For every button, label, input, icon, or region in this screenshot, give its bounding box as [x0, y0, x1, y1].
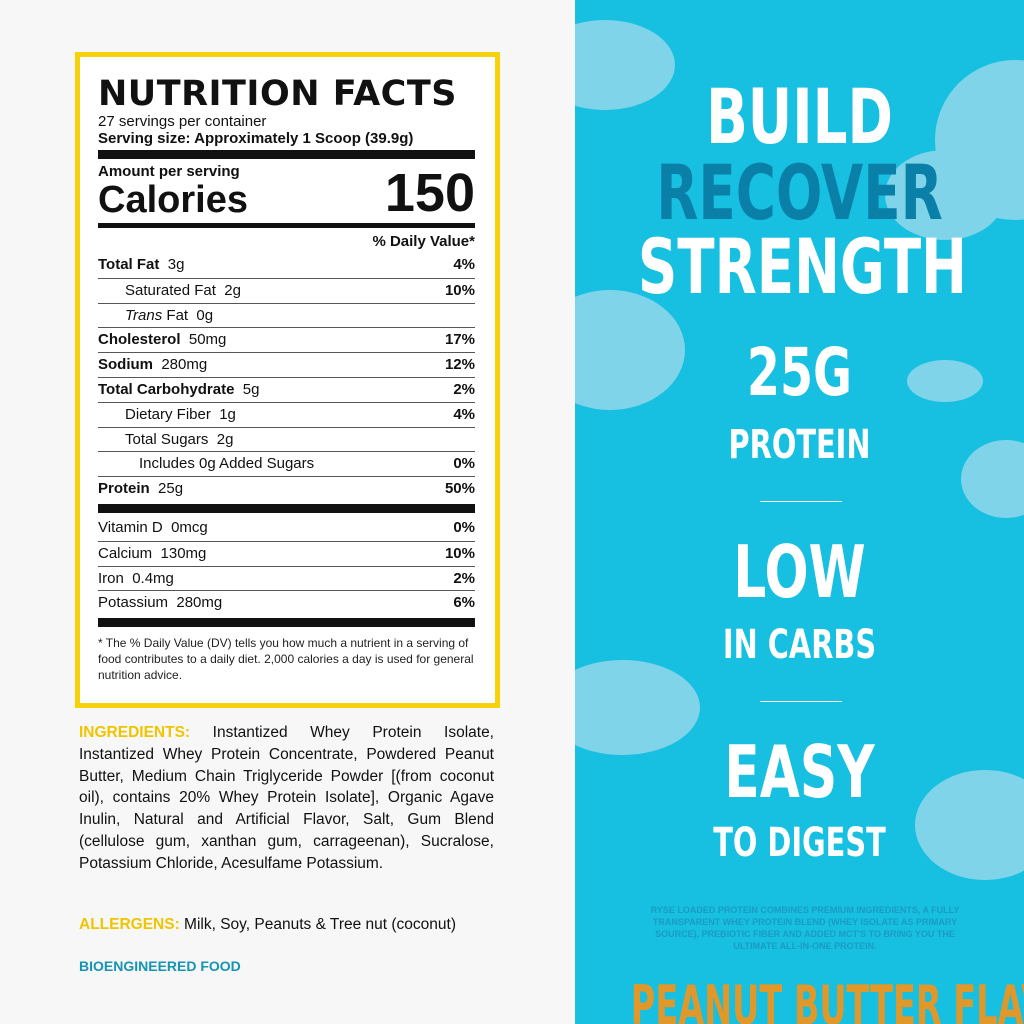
vitamin-row: Iron 0.4mg 2%: [98, 565, 475, 591]
nutrient-dv: 50%: [444, 480, 475, 498]
protein-label: PROTEIN: [728, 422, 871, 468]
product-blurb: RYSE LOADED PROTEIN COMBINES PREMIUM ING…: [650, 905, 960, 951]
low-label: LOW: [733, 530, 866, 614]
vitamin-dv: 10%: [444, 544, 475, 562]
vitamin-row: Vitamin D 0mcg 0%: [98, 516, 475, 541]
nutrient-row: Sodium 280mg 12%: [98, 352, 475, 377]
serving-size: Serving size: Approximately 1 Scoop (39.…: [98, 130, 414, 147]
nutrient-name: Total Fat: [98, 256, 160, 273]
vitamin-dv: 6%: [453, 594, 475, 612]
nutrient-amount: 280mg: [161, 356, 208, 374]
nutrient-amount: 50mg: [188, 331, 227, 349]
vitamin-name: Iron: [98, 569, 124, 587]
vitamin-name: Vitamin D: [98, 518, 163, 536]
nutrient-amount: 3g: [167, 256, 185, 273]
vitamin-dv: 0%: [453, 518, 475, 536]
nutrient-dv: 4%: [453, 256, 475, 273]
vitamin-name: Calcium: [98, 544, 153, 562]
divider: [98, 150, 475, 159]
promo-panel: BUILD RECOVER STRENGTH 25G PROTEIN LOW I…: [575, 0, 1024, 1024]
nutrient-row: Total Sugars 2g: [98, 426, 475, 452]
nutrient-name: Trans Fat: [125, 306, 189, 324]
nutrient-row: Dietary Fiber 1g 4%: [98, 401, 475, 427]
allergens: ALLERGENS: Milk, Soy, Peanuts & Tree nut…: [79, 916, 456, 934]
nutrient-row: Cholesterol 50mg 17%: [98, 327, 475, 352]
nutrient-dv: 2%: [453, 380, 475, 398]
nutrient-dv: 0%: [453, 455, 475, 473]
nutrient-amount: 2g: [224, 281, 241, 299]
divider: [760, 701, 842, 702]
allergens-label: ALLERGENS:: [79, 916, 180, 933]
cloud-icon: [885, 150, 1005, 240]
servings: 27 servings per container: [98, 113, 267, 130]
nutrient-name: Sodium: [98, 356, 153, 374]
nutrient-row: Saturated Fat 2g 10%: [98, 277, 475, 303]
nutrient-name: Dietary Fiber: [125, 405, 211, 423]
dv-header: % Daily Value*: [372, 233, 475, 250]
label-title: NUTRITION FACTS: [98, 74, 457, 114]
vitamin-dv: 2%: [453, 569, 475, 587]
nutrition-panel: NUTRITION FACTS 27 servings per containe…: [75, 52, 500, 974]
nutrient-row: Includes 0g Added Sugars 0%: [98, 451, 475, 476]
nutrient-name: Cholesterol: [98, 331, 181, 349]
cloud-icon: [961, 440, 1024, 518]
headline-strength: STRENGTH: [637, 222, 967, 311]
nutrient-row: Total Carbohydrate 5g 2%: [98, 376, 475, 402]
nutrient-name: Protein: [98, 480, 150, 498]
nutrient-dv: 4%: [453, 405, 475, 423]
divider: [98, 618, 475, 628]
ingredients-text: Instantized Whey Protein Isolate, Instan…: [79, 724, 494, 872]
nutrient-dv: 17%: [444, 331, 475, 349]
nutrient-name: Saturated Fat: [125, 281, 216, 299]
cloud-icon: [907, 360, 983, 402]
easy-label: EASY: [724, 730, 875, 814]
bioengineered-notice: BIOENGINEERED FOOD: [79, 958, 241, 974]
calories-label: Calories: [98, 179, 248, 221]
calories-block: Amount per serving Calories 150: [98, 162, 475, 220]
headline-recover: RECOVER: [656, 148, 943, 237]
vitamin-name: Potassium: [98, 594, 169, 612]
nutrient-name: Total Sugars: [125, 430, 209, 448]
flavor-name: PEANUT BUTTER FLAVOR: [630, 974, 1024, 1024]
digest-label: TO DIGEST: [713, 820, 886, 866]
nutrient-amount: 1g: [219, 405, 236, 423]
nutrient-dv: 12%: [444, 356, 475, 374]
vitamin-amount: 0mcg: [171, 518, 208, 536]
nutrition-facts-label: NUTRITION FACTS 27 servings per containe…: [75, 52, 500, 708]
nutrient-name: Includes 0g Added Sugars: [139, 455, 315, 473]
cloud-icon: [575, 660, 700, 755]
cloud-icon: [915, 770, 1024, 880]
vitamin-row: Calcium 130mg 10%: [98, 540, 475, 566]
vitamin-amount: 280mg: [176, 594, 223, 612]
vitamin-row: Potassium 280mg 6%: [98, 590, 475, 615]
ingredients: INGREDIENTS: Instantized Whey Protein Is…: [79, 722, 494, 875]
nutrient-dv: 10%: [444, 281, 475, 299]
allergens-text: Milk, Soy, Peanuts & Tree nut (coconut): [179, 916, 457, 933]
nutrient-amount: 0g: [196, 306, 214, 324]
nutrient-amount: 25g: [158, 480, 184, 498]
vitamin-amount: 0.4mg: [132, 569, 174, 587]
divider: [760, 501, 842, 502]
nutrient-row: Protein 25g 50%: [98, 476, 475, 501]
ingredients-label: INGREDIENTS:: [79, 724, 191, 741]
divider: [98, 223, 475, 228]
nutrient-row: Total Fat 3g 4%: [98, 253, 475, 278]
headline-build: BUILD: [706, 72, 893, 161]
divider: [98, 503, 475, 513]
amount-per-serving: Amount per serving: [98, 163, 240, 180]
nutrient-amount: 5g: [242, 380, 260, 398]
protein-amount: 25G: [746, 334, 853, 411]
footnote: * The % Daily Value (DV) tells you how m…: [98, 636, 474, 683]
carbs-label: IN CARBS: [722, 622, 877, 668]
calories-value: 150: [384, 163, 475, 223]
vitamin-amount: 130mg: [160, 544, 207, 562]
nutrient-amount: 2g: [216, 430, 234, 448]
nutrient-row: Trans Fat 0g: [98, 302, 475, 328]
nutrient-name: Total Carbohydrate: [98, 380, 235, 398]
